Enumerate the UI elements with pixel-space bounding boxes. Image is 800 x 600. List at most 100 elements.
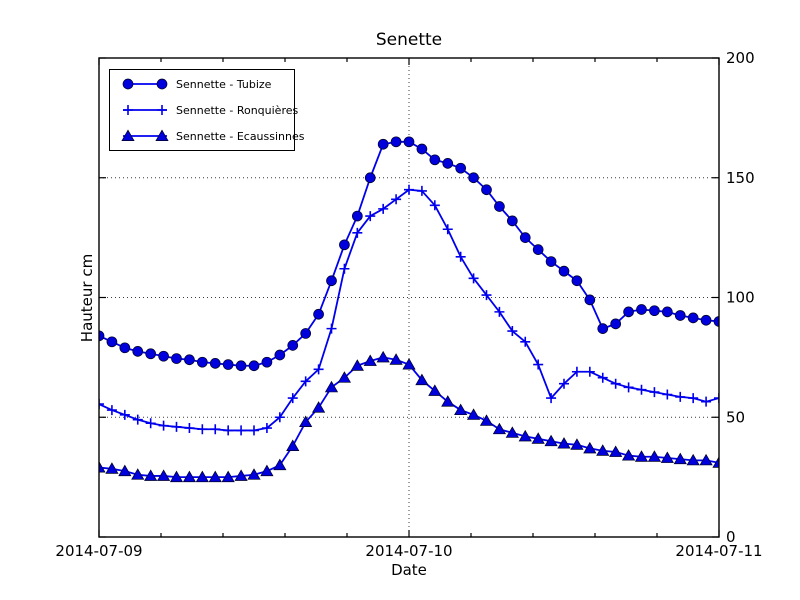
plus-marker xyxy=(546,393,557,404)
plus-marker xyxy=(158,420,169,431)
circle-marker xyxy=(158,350,169,362)
triangle-marker xyxy=(99,461,106,473)
triangle-marker xyxy=(182,470,197,483)
plus-marker xyxy=(171,421,182,432)
plus-marker xyxy=(636,384,647,395)
series-sennette-ronquieres xyxy=(99,184,719,436)
plus-marker xyxy=(533,359,544,370)
plus-marker xyxy=(123,105,133,115)
circle-marker xyxy=(339,239,350,251)
legend-sample xyxy=(121,129,169,141)
plus-marker xyxy=(662,389,673,400)
triangle-marker xyxy=(311,401,326,413)
circle-marker xyxy=(171,353,182,364)
plus-marker xyxy=(481,290,492,301)
plus-marker xyxy=(455,251,466,262)
triangle-marker xyxy=(118,464,132,477)
circle-marker xyxy=(235,360,247,372)
plus-marker xyxy=(675,391,686,402)
circle-marker xyxy=(390,136,402,148)
plus-marker xyxy=(429,200,440,211)
plus-marker xyxy=(559,378,569,389)
circle-marker xyxy=(623,306,634,318)
plus-marker xyxy=(649,387,660,398)
circle-marker xyxy=(700,314,712,326)
y-tick-label: 50 xyxy=(726,408,745,426)
triangle-marker xyxy=(144,469,158,481)
circle-marker xyxy=(209,358,221,369)
circle-marker xyxy=(196,356,208,368)
y-tick-label: 0 xyxy=(726,528,736,546)
circle-marker xyxy=(326,275,337,287)
circle-marker xyxy=(713,316,719,327)
plus-marker xyxy=(688,393,699,404)
plus-marker xyxy=(623,382,634,393)
circle-marker xyxy=(661,306,673,318)
circle-marker xyxy=(506,215,518,227)
triangle-marker xyxy=(660,451,674,463)
triangle-marker xyxy=(415,373,429,386)
circle-marker xyxy=(145,348,157,360)
plus-marker xyxy=(145,418,156,429)
legend-sample xyxy=(122,78,168,90)
triangle-marker xyxy=(299,415,313,427)
triangle-marker xyxy=(155,129,169,141)
y-tick-label: 100 xyxy=(726,289,755,307)
plus-marker xyxy=(210,424,221,435)
plus-marker xyxy=(300,376,311,387)
plus-marker xyxy=(714,393,719,404)
plus-marker xyxy=(106,405,117,416)
circle-marker-sample xyxy=(122,78,168,90)
circle-marker xyxy=(364,172,376,184)
circle-marker xyxy=(119,342,131,354)
circle-marker xyxy=(674,310,686,321)
circle-marker xyxy=(687,312,699,324)
x-tick-label: 2014-07-09 xyxy=(55,542,142,560)
circle-marker xyxy=(313,308,324,320)
circle-marker xyxy=(106,336,118,348)
triangle-marker xyxy=(634,450,649,462)
triangle-marker xyxy=(208,470,222,483)
tick-labels: 2014-07-09 2014-07-10 2014-07-110 50 100 150 2… xyxy=(55,49,762,560)
circle-marker xyxy=(287,340,299,351)
circle-marker xyxy=(584,294,596,306)
x-tick-label: 2014-07-10 xyxy=(365,542,452,560)
circle-marker xyxy=(532,244,544,255)
chart-title: Senette xyxy=(375,30,443,50)
triangle-marker xyxy=(363,354,377,366)
y-tick-label: 200 xyxy=(726,49,755,67)
circle-marker xyxy=(519,232,531,243)
triangle-marker xyxy=(621,449,636,461)
triangle-marker xyxy=(492,422,507,435)
triangle-marker xyxy=(221,470,235,483)
plus-marker xyxy=(119,409,130,420)
plus-marker xyxy=(391,194,402,205)
plus-marker xyxy=(339,263,350,274)
circle-marker xyxy=(610,318,622,330)
legend: Sennette - Tubize Sennette - Ronquières Se… xyxy=(109,69,305,151)
circle-marker xyxy=(274,349,286,361)
triangle-marker xyxy=(234,469,248,481)
triangle-marker xyxy=(195,470,209,483)
triangle-marker xyxy=(583,441,597,454)
triangle-marker xyxy=(673,452,687,465)
triangle-marker xyxy=(479,414,494,426)
triangle-marker xyxy=(105,462,119,474)
triangle-marker xyxy=(557,437,571,449)
plus-marker xyxy=(184,423,195,434)
triangle-marker xyxy=(518,429,532,442)
plus-marker xyxy=(378,203,389,214)
triangle-marker xyxy=(505,426,519,438)
circle-marker xyxy=(184,354,195,366)
circle-marker xyxy=(122,78,134,90)
circle-marker xyxy=(468,172,479,184)
triangle-marker xyxy=(324,380,339,393)
legend-item-sennette-ronquieres: Sennette - Ronquières xyxy=(110,97,298,123)
circle-marker xyxy=(403,136,415,148)
circle-marker xyxy=(377,138,389,150)
triangle-marker xyxy=(260,464,274,477)
legend-sample xyxy=(123,105,167,115)
circle-marker xyxy=(558,265,570,277)
circle-marker xyxy=(351,210,363,222)
